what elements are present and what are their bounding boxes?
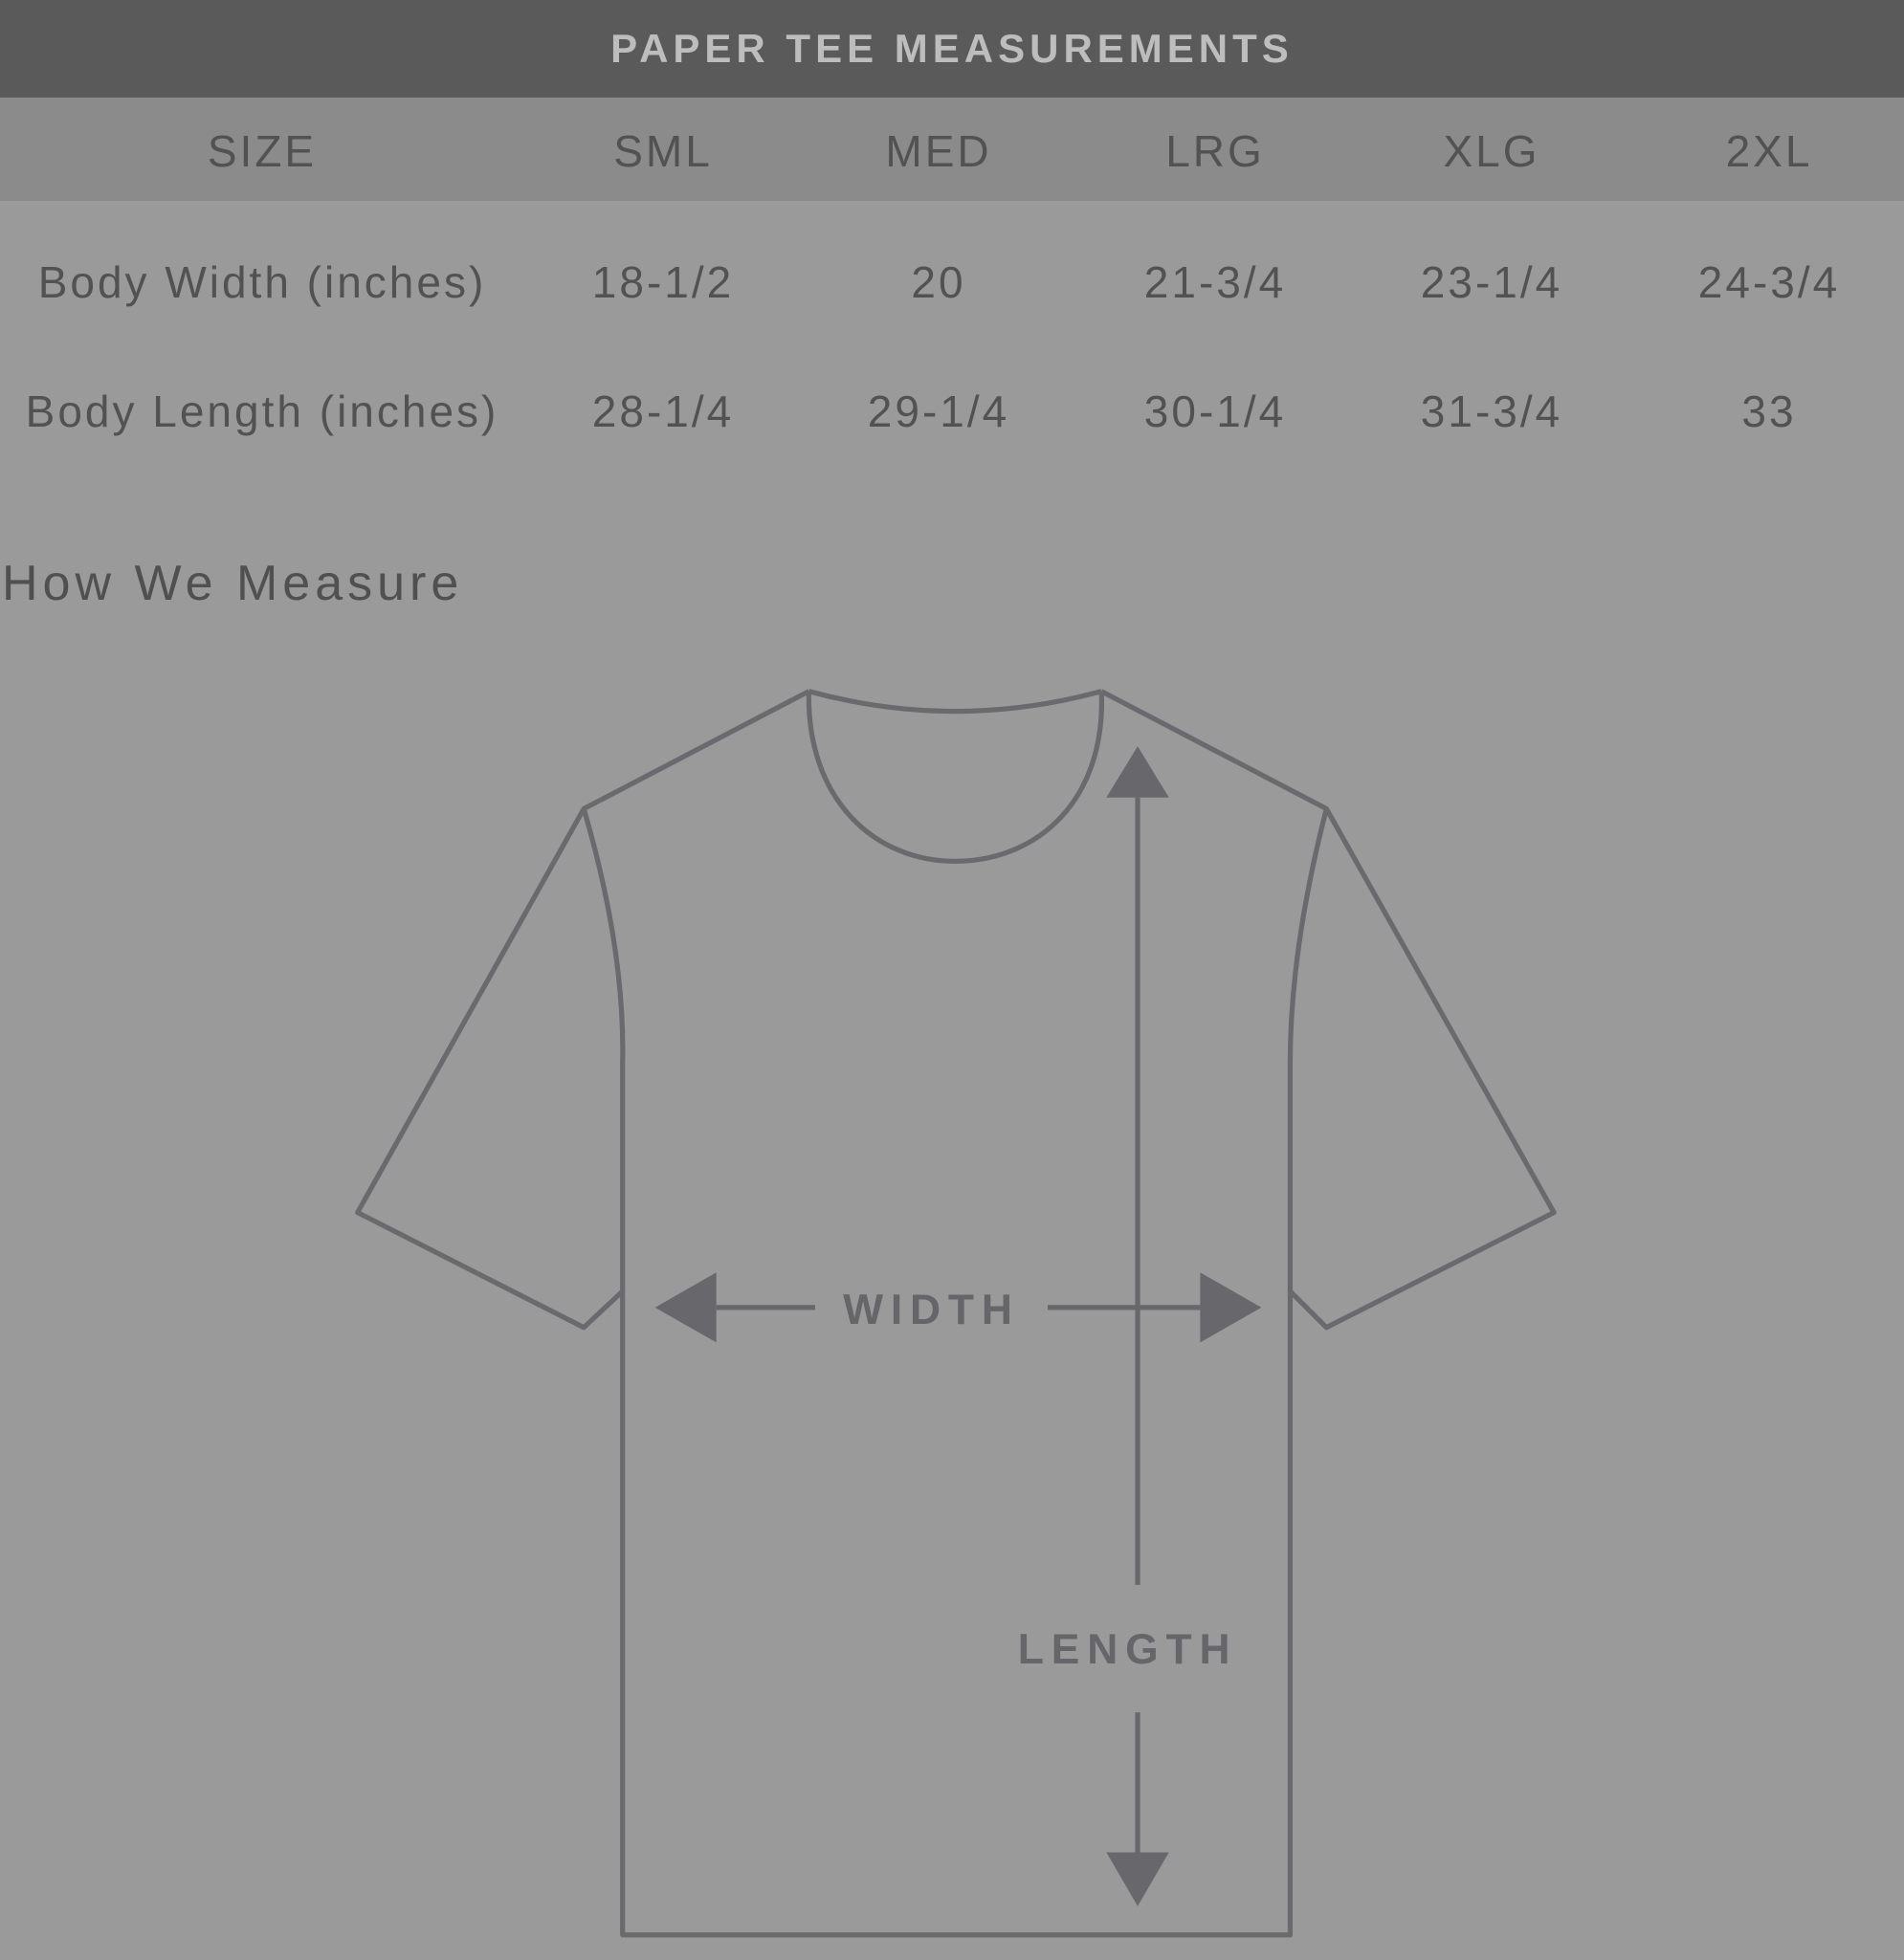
column-header-size: SIZE: [207, 126, 318, 176]
row-label-body-width: Body Width (inches): [37, 257, 487, 307]
table-cell: 24-3/4: [1697, 257, 1841, 307]
table-cell: 33: [1741, 386, 1797, 436]
title-bar: PAPER TEE MEASUREMENTS: [0, 0, 1904, 98]
table-cell: 29-1/4: [867, 386, 1010, 436]
column-header-lrg: LRG: [1165, 126, 1265, 176]
table-cell: 20: [911, 257, 966, 307]
column-header-2xl: 2XL: [1725, 126, 1813, 176]
width-arrow: [654, 1272, 1262, 1343]
table-cell: 23-1/4: [1420, 257, 1563, 307]
table-cell: 21-3/4: [1143, 257, 1287, 307]
row-label-body-length: Body Length (inches): [25, 386, 499, 436]
column-header-med: MED: [885, 126, 992, 176]
how-we-measure-heading: How We Measure: [2, 556, 464, 611]
table-cell: 28-1/4: [591, 386, 735, 436]
table-cell: 30-1/4: [1143, 386, 1287, 436]
table-cell: 18-1/2: [591, 257, 735, 307]
length-label: LENGTH: [1018, 1626, 1238, 1673]
column-header-sml: SML: [613, 126, 713, 176]
length-arrow: [1106, 746, 1169, 1906]
size-header-row: [0, 98, 1904, 201]
width-label: WIDTH: [843, 1287, 1020, 1333]
page-title: PAPER TEE MEASUREMENTS: [610, 26, 1294, 71]
column-header-xlg: XLG: [1443, 126, 1540, 176]
tshirt-outline: [355, 689, 1557, 1938]
table-cell: 31-3/4: [1420, 386, 1563, 436]
